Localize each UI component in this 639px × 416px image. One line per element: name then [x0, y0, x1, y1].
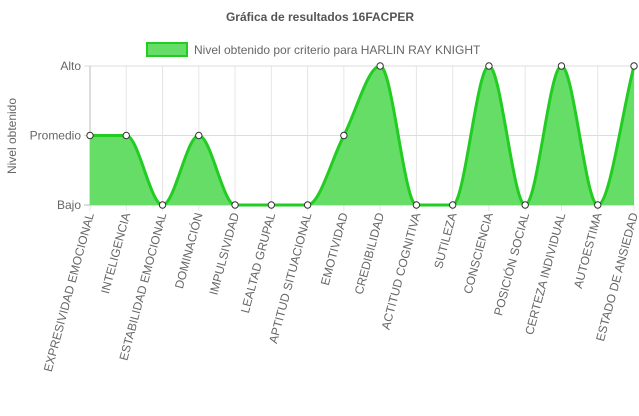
- x-tick-label: IMPULSIVIDAD: [207, 211, 243, 297]
- legend-label: Nivel obtenido por criterio para HARLIN …: [194, 43, 481, 57]
- data-point[interactable]: [485, 62, 493, 70]
- series-area: [90, 66, 634, 205]
- data-point[interactable]: [267, 201, 276, 209]
- x-tick-label: CONSCIENCIA: [461, 211, 496, 295]
- data-point[interactable]: [303, 201, 312, 209]
- data-point[interactable]: [557, 62, 566, 70]
- y-tick-label: Alto: [60, 59, 81, 73]
- x-tick-label: CERTEZA INDIVIDUAL: [522, 211, 568, 336]
- legend[interactable]: Nivel obtenido por criterio para HARLIN …: [146, 42, 481, 57]
- x-tick-label: EXPRESIVIDAD EMOCIONAL: [41, 211, 97, 373]
- x-tick-label: EMOTIVIDAD: [318, 211, 351, 287]
- data-point[interactable]: [412, 201, 421, 209]
- legend-swatch: [146, 42, 188, 57]
- data-point[interactable]: [86, 131, 94, 140]
- x-tick-label: AUTOESTIMA: [571, 211, 605, 290]
- data-point[interactable]: [195, 131, 203, 140]
- x-tick-label: DOMINACIÓN: [171, 211, 206, 290]
- data-point[interactable]: [448, 201, 457, 209]
- x-tick-label: INTELIGENCIA: [98, 211, 133, 295]
- y-axis-label: Nivel obtenido: [5, 98, 19, 174]
- data-point[interactable]: [122, 131, 130, 140]
- x-tick-label: ACTITUD COGNITIVA: [379, 211, 424, 331]
- x-tick-label: POSICIÓN SOCIAL: [490, 211, 532, 318]
- x-tick-label: CREDIBILIDAD: [352, 211, 387, 296]
- chart-title: Gráfica de resultados 16FACPER: [226, 10, 414, 24]
- y-tick-labels: Bajo Promedio Alto: [30, 59, 82, 212]
- data-point[interactable]: [158, 201, 167, 209]
- x-tick-label: SUTILEZA: [431, 211, 459, 270]
- data-point[interactable]: [376, 62, 384, 70]
- y-tick-label: Promedio: [30, 129, 82, 143]
- data-points: [86, 62, 638, 209]
- data-point[interactable]: [594, 201, 602, 209]
- y-tick-label: Bajo: [57, 198, 81, 212]
- x-tick-label: LEALTAD GRUPAL: [238, 211, 278, 315]
- data-point[interactable]: [231, 201, 239, 209]
- data-point[interactable]: [630, 62, 638, 70]
- x-tick-labels: EXPRESIVIDAD EMOCIONAL INTELIGENCIAESTABI…: [41, 211, 639, 374]
- data-point[interactable]: [521, 201, 529, 209]
- data-point[interactable]: [340, 131, 348, 140]
